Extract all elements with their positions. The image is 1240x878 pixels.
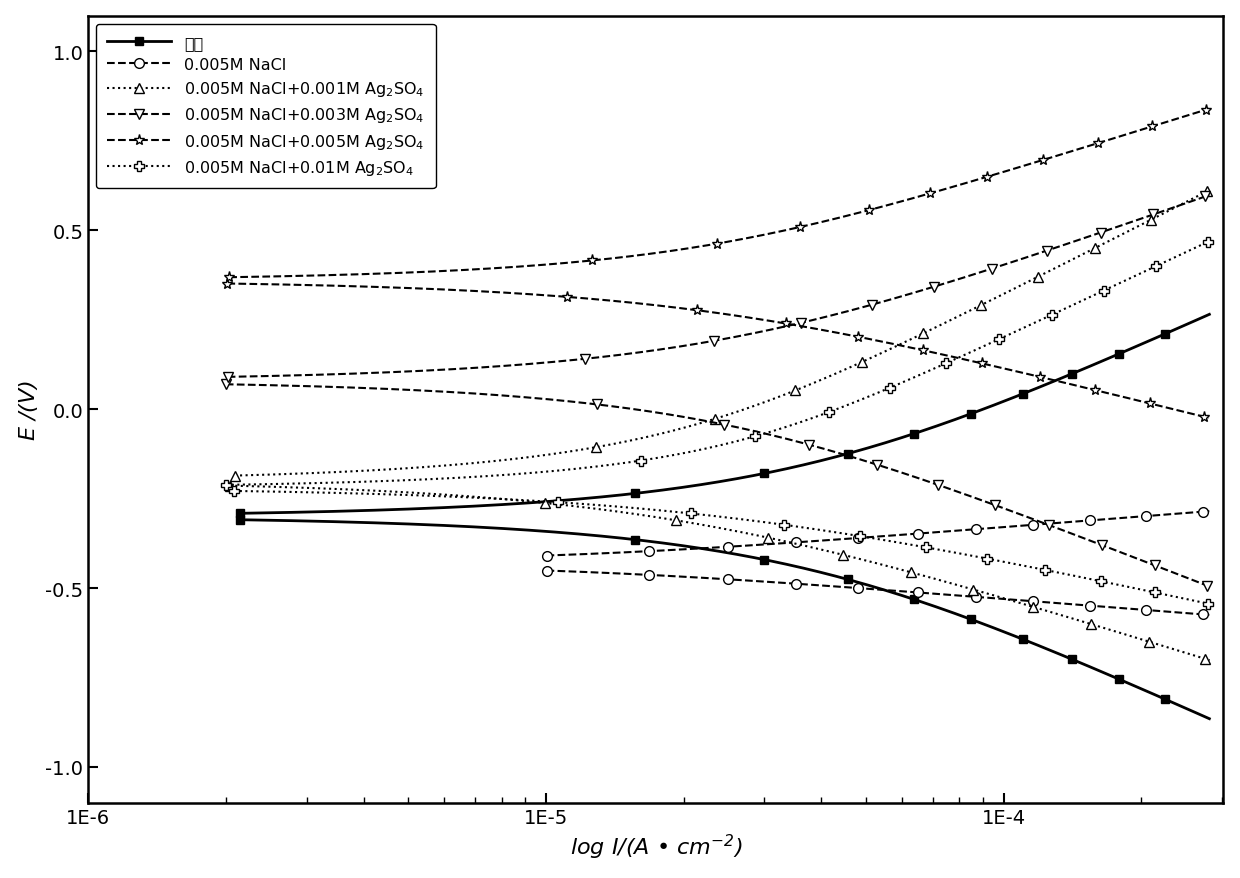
Y-axis label: $E$ /(V): $E$ /(V) bbox=[16, 379, 40, 440]
Legend: 纯水, 0.005M NaCl, 0.005M NaCl+0.001M Ag$_2$SO$_4$, 0.005M NaCl+0.003M Ag$_2$SO$_4: 纯水, 0.005M NaCl, 0.005M NaCl+0.001M Ag$_… bbox=[97, 25, 435, 189]
X-axis label: $log\ I$/(A • cm$^{-2}$): $log\ I$/(A • cm$^{-2}$) bbox=[569, 832, 742, 861]
